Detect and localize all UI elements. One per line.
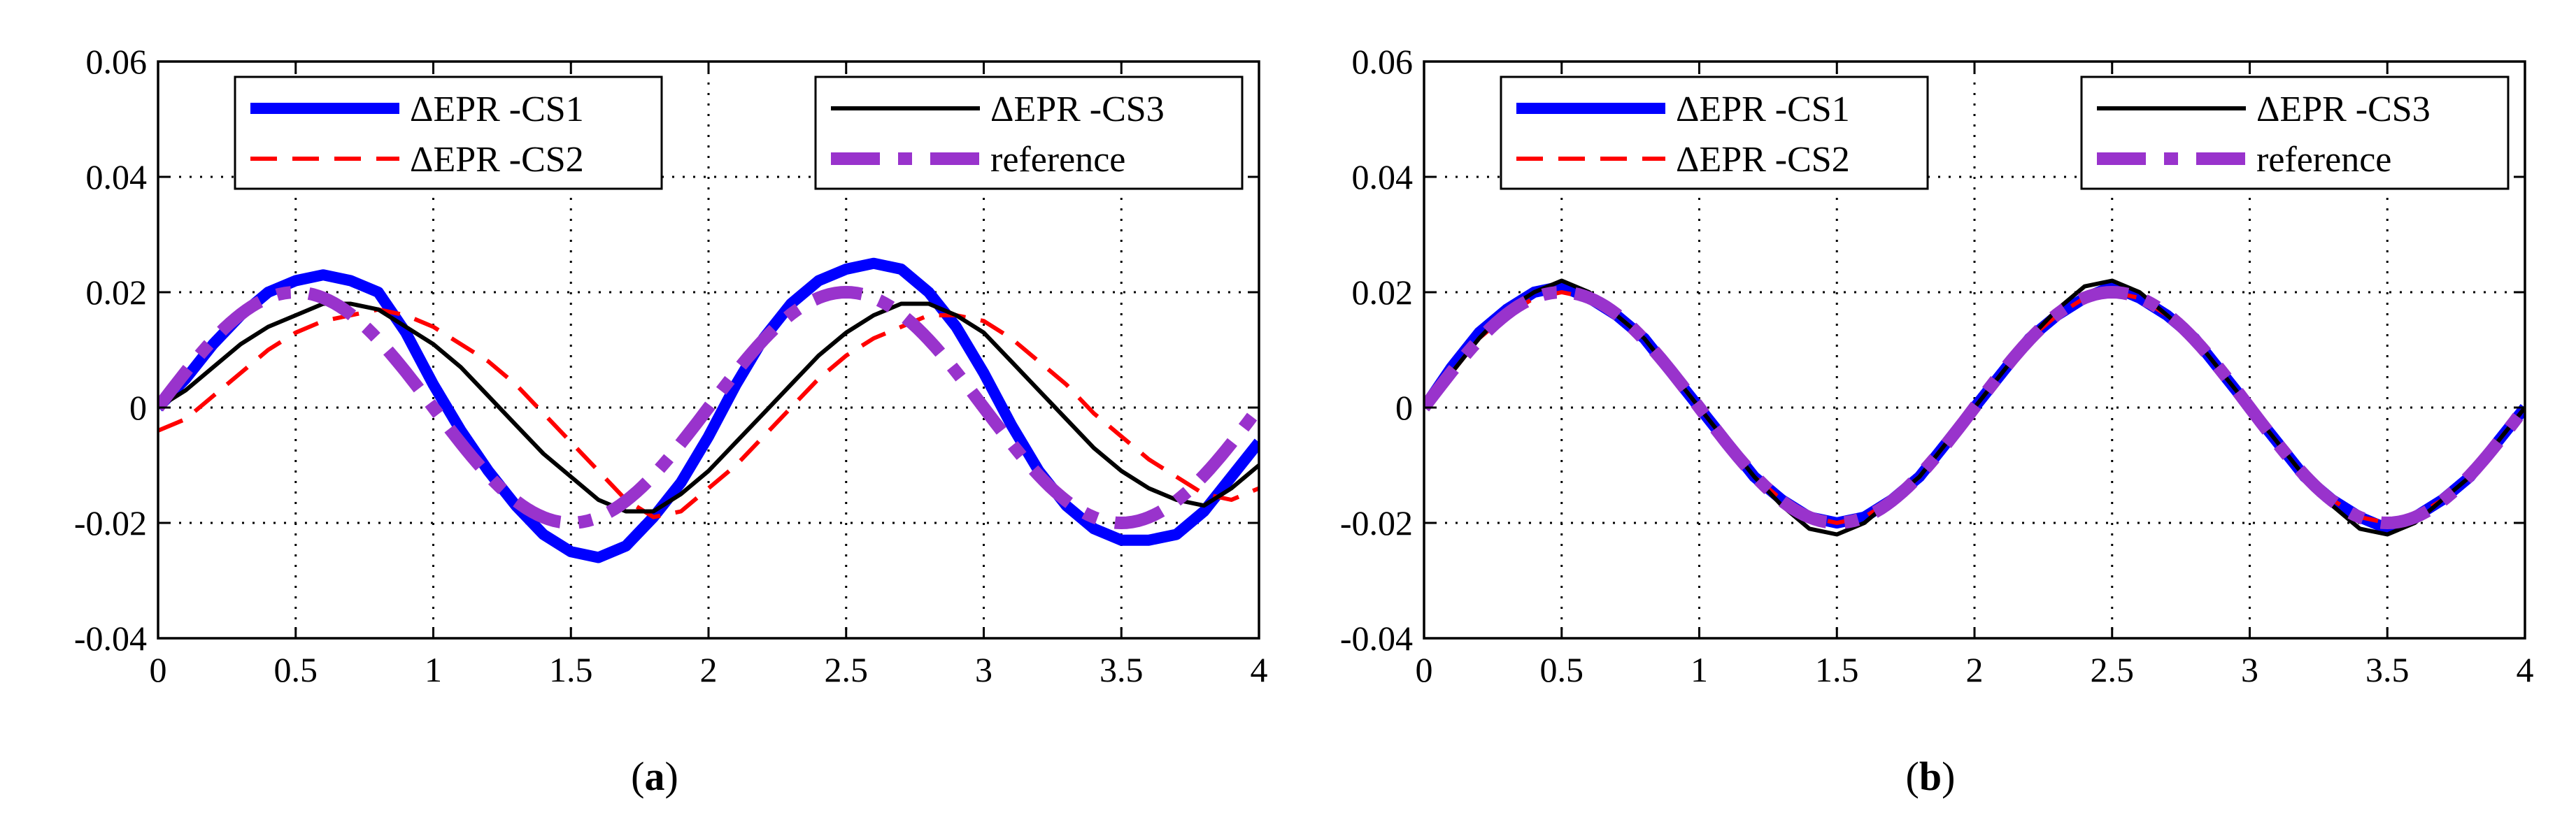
legend-box — [1500, 75, 1929, 190]
caption-open-paren: ( — [1906, 754, 1919, 799]
x-tick-label: 3.5 — [2365, 650, 2410, 689]
x-tick-label: 0.5 — [1540, 650, 1584, 689]
x-tick-label: 2 — [1966, 650, 1984, 689]
caption-close-paren: ) — [1942, 754, 1955, 799]
x-tick-label: 2.5 — [2091, 650, 2135, 689]
y-tick-label: 0.06 — [1352, 42, 1414, 81]
legend-box — [814, 75, 1244, 190]
legend-left: ΔEPR -CS1 ΔEPR -CS2 — [234, 75, 663, 190]
series-line-reference — [1424, 286, 2525, 529]
y-tick-label: 0 — [1395, 388, 1413, 427]
legend-box — [2080, 75, 2510, 190]
legend-label-cs2: ΔEPR -CS2 — [1676, 140, 1850, 180]
series-group — [158, 257, 1259, 563]
series-line-cs2 — [158, 307, 1259, 519]
x-tick-label: 2 — [700, 650, 718, 689]
legend-label-cs3: ΔEPR -CS3 — [990, 89, 1165, 129]
y-tick-label: 0.02 — [86, 273, 148, 312]
legend-right: ΔEPR -CS3 reference — [814, 75, 1244, 190]
legend-label-reference: reference — [990, 140, 1125, 180]
x-tick-label: 0.5 — [274, 650, 318, 689]
caption-close-paren: ) — [665, 754, 678, 799]
panel-caption: (a) — [631, 754, 678, 799]
y-tick-label: 0.04 — [86, 157, 148, 196]
y-tick-label: 0.04 — [1352, 157, 1414, 196]
panel-caption: (b) — [1906, 754, 1956, 799]
x-tick-label: 0 — [1416, 650, 1433, 689]
x-tick-label: 0 — [150, 650, 167, 689]
x-tick-label: 1 — [425, 650, 442, 689]
x-tick-label: 4 — [1251, 650, 1268, 689]
legend-right: ΔEPR -CS3 reference — [2080, 75, 2510, 190]
x-tick-label: 3 — [2241, 650, 2258, 689]
series-line-reference — [158, 286, 1259, 529]
caption-letter: a — [645, 754, 665, 799]
series-line-cs1 — [158, 257, 1259, 563]
legend-label-cs2: ΔEPR -CS2 — [410, 140, 584, 180]
legend-left: ΔEPR -CS1 ΔEPR -CS2 — [1500, 75, 1929, 190]
caption-letter: b — [1919, 754, 1942, 799]
caption-open-paren: ( — [631, 754, 644, 799]
x-tick-label: 1 — [1691, 650, 1708, 689]
series-group — [1424, 278, 2525, 537]
y-tick-label: -0.04 — [74, 619, 147, 658]
legend-box — [234, 75, 663, 190]
y-tick-label: -0.02 — [74, 503, 147, 542]
legend-label-cs1: ΔEPR -CS1 — [1676, 89, 1850, 129]
legend-label-cs1: ΔEPR -CS1 — [410, 89, 584, 129]
y-tick-label: 0.02 — [1352, 273, 1414, 312]
x-tick-label: 3.5 — [1100, 650, 1144, 689]
y-tick-label: -0.04 — [1340, 619, 1413, 658]
legend-label-cs3: ΔEPR -CS3 — [2256, 89, 2431, 129]
y-tick-label: 0.06 — [86, 42, 148, 81]
x-tick-label: 3 — [975, 650, 992, 689]
x-tick-label: 1.5 — [549, 650, 593, 689]
legend-label-reference: reference — [2256, 140, 2391, 180]
x-tick-label: 1.5 — [1815, 650, 1859, 689]
y-tick-label: -0.02 — [1340, 503, 1413, 542]
y-tick-label: 0 — [129, 388, 147, 427]
x-tick-label: 4 — [2517, 650, 2534, 689]
panel-a: 0 0.5 1 1.5 2 2.5 3 3.5 4 -0.04 -0.02 0 0.02 0.04 0.06… — [74, 42, 1268, 799]
x-tick-label: 2.5 — [825, 650, 869, 689]
panel-b: 0 0.5 1 1.5 2 2.5 3 3.5 4 -0.04 -0.02 0 0.02 0.04 0.06… — [1340, 42, 2534, 799]
